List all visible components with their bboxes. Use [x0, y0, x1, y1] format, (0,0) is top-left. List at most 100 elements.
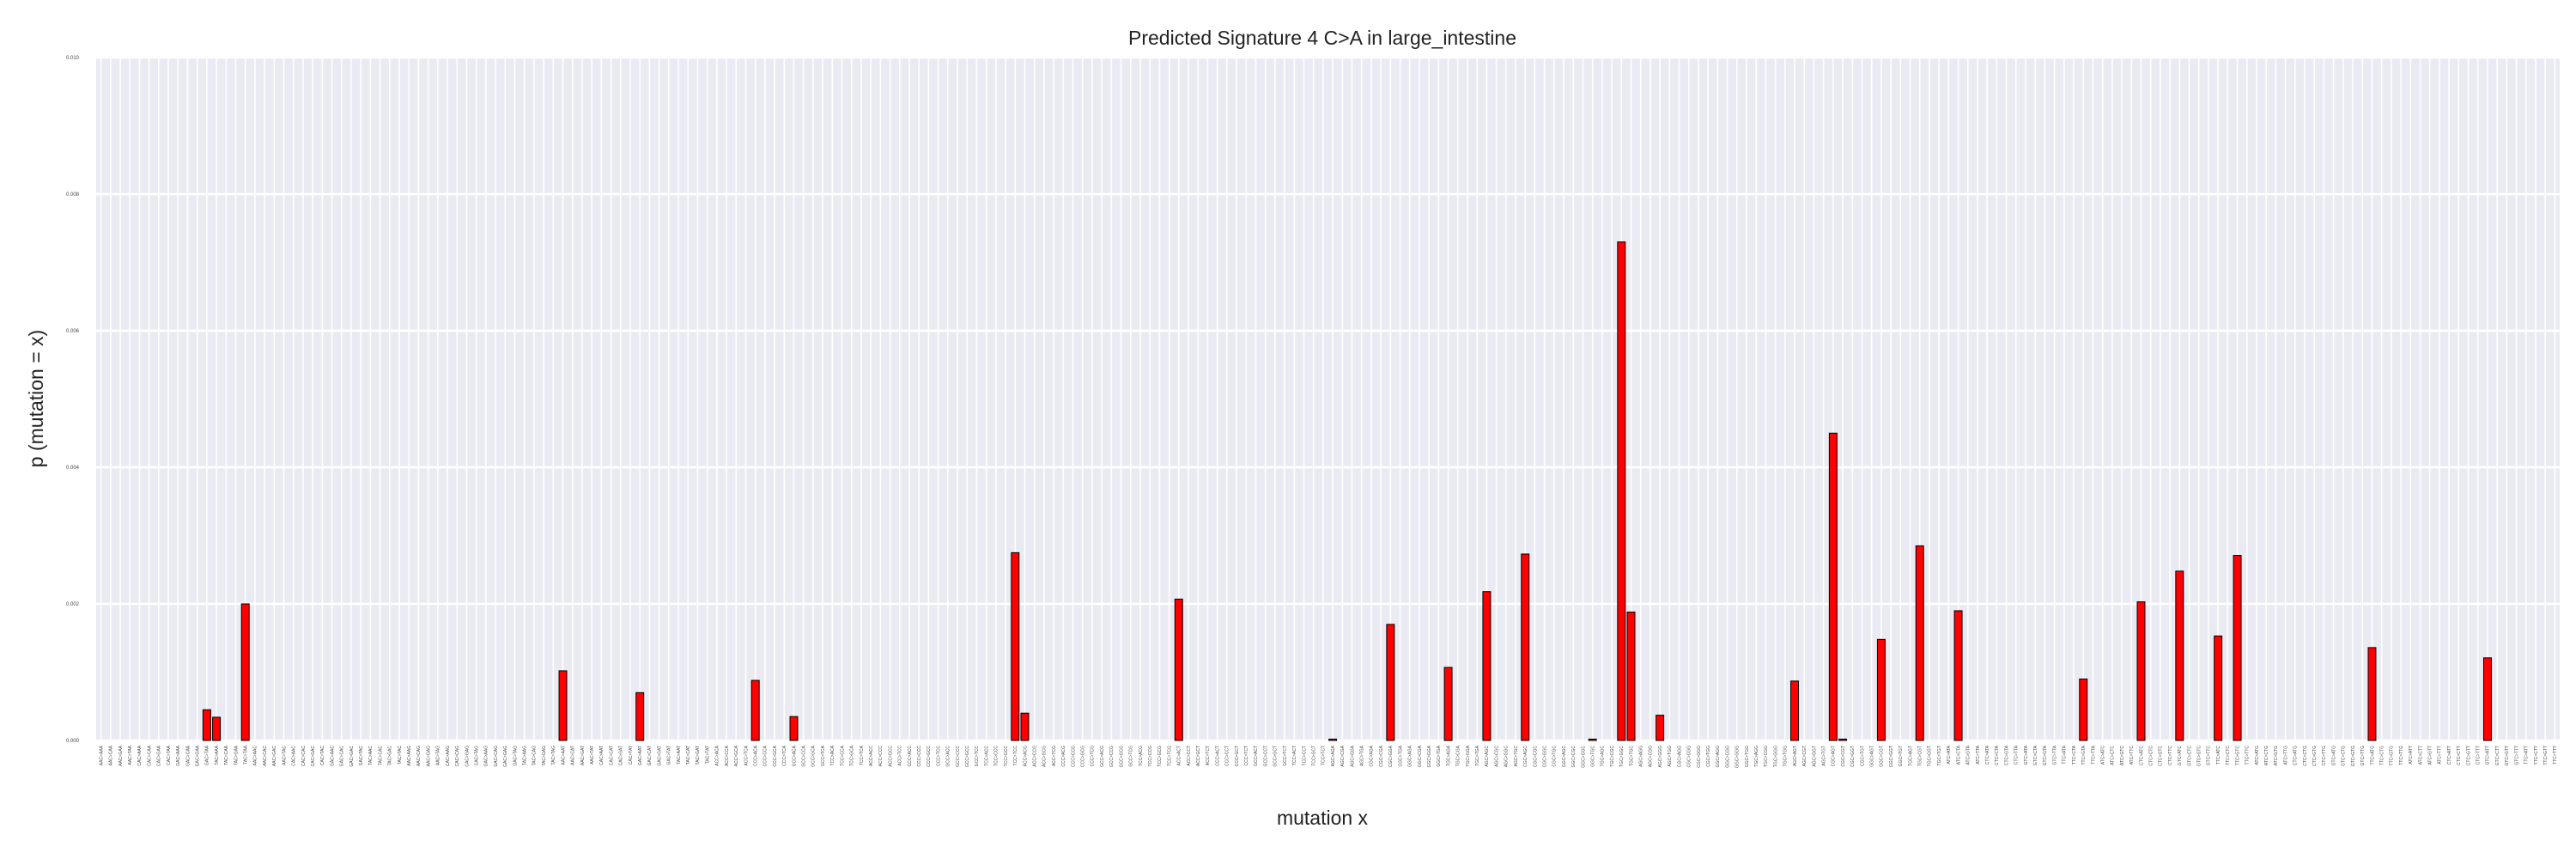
- x-tick-label: CCC>CCG: [1071, 746, 1076, 767]
- plot-background: [96, 58, 2560, 740]
- x-tick-label: CCC>ACT: [1215, 746, 1220, 766]
- x-tick-label: ATC>TTC: [2129, 746, 2135, 765]
- y-tick-label: 0.010: [66, 56, 80, 61]
- bar: [2079, 678, 2088, 741]
- x-tick-label: TCC>GCC: [1004, 746, 1009, 767]
- x-tick-label: CAC>GAA: [157, 745, 162, 766]
- bar: [212, 716, 222, 741]
- x-tick-label: CCC>CCA: [763, 745, 769, 766]
- x-tick-label: TTC>TTA: [2091, 745, 2096, 764]
- x-tick-label: ACC>CCA: [725, 745, 730, 766]
- x-tick-label: ATC>CTA: [1956, 745, 1961, 765]
- x-tick-label: TGC>TGC: [1629, 746, 1634, 766]
- bar: [1482, 591, 1492, 741]
- bar: [1876, 638, 1886, 741]
- x-tick-label: AAC>CAT: [571, 746, 576, 765]
- x-tick-label: TTC>CTT: [2534, 746, 2539, 765]
- x-tick-label: AAC>TAT: [590, 746, 595, 765]
- x-tick-labels: AAC>AAA AAC>CAA AAC>GAA AAC>TAA CAC>AAA CAC>C…: [99, 745, 2558, 768]
- bar: [2175, 570, 2184, 741]
- x-tick-label: GAC>CAC: [340, 746, 345, 767]
- x-tick-label: TAC>GAC: [388, 746, 393, 766]
- x-tick-label: CTC>TTC: [2168, 746, 2173, 765]
- x-tick-label: GCC>CCT: [1263, 746, 1268, 766]
- x-tick-label: CAC>TAC: [320, 746, 325, 765]
- bar: [1838, 738, 1848, 741]
- x-tick-label: GAC>GAT: [657, 746, 662, 766]
- x-tick-label: ATC>CTC: [2111, 746, 2116, 765]
- x-tick-label: CTC>GTT: [2466, 746, 2471, 765]
- x-tick-label: AAC>CAC: [263, 746, 268, 766]
- x-tick-label: GGC>AGG: [1716, 746, 1721, 768]
- x-tick-label: CTC>GTA: [2004, 745, 2009, 765]
- x-tick-label: GGC>CGG: [1725, 746, 1730, 768]
- x-tick-label: TGC>GGA: [1466, 745, 1471, 766]
- x-tick-label: AGC>TGG: [1668, 746, 1673, 767]
- x-tick-label: ACC>ACG: [1023, 746, 1028, 766]
- x-tick-label: AGC>TGA: [1360, 745, 1365, 766]
- x-tick-label: ATC>ATA: [1947, 745, 1952, 764]
- x-tick-label: TTC>CTA: [2072, 745, 2077, 765]
- x-tick-label: GTC>TTC: [2207, 746, 2212, 766]
- x-tick-label: TGC>CGT: [1918, 746, 1923, 766]
- x-tick-label: GCC>ACG: [1100, 746, 1105, 767]
- x-tick-label: AAC>CAA: [109, 745, 114, 765]
- x-tick-label: AAC>TAC: [282, 746, 287, 765]
- x-tick-label: TAC>CAA: [224, 745, 229, 765]
- x-tick-label: CCC>CCT: [1225, 746, 1230, 766]
- bar: [1174, 598, 1183, 741]
- x-tick-label: ACC>CCC: [878, 746, 884, 767]
- x-tick-label: TGC>TGA: [1475, 745, 1480, 765]
- x-tick-label: CAC>GAC: [311, 746, 316, 767]
- x-tick-label: CGC>GGA: [1388, 745, 1394, 767]
- x-tick-label: GTC>TTT: [2514, 746, 2519, 765]
- x-tick-label: AGC>AGT: [1793, 746, 1798, 766]
- bar: [1328, 738, 1338, 741]
- x-tick-label: TTC>GTT: [2543, 746, 2549, 765]
- x-tick-label: CTC>ATA: [1985, 745, 1990, 765]
- x-tick-label: AGC>GGG: [1658, 746, 1663, 768]
- x-tick-label: CGC>TGA: [1398, 745, 1403, 766]
- x-tick-label: GAC>AAA: [176, 745, 181, 765]
- x-tick-label: TTC>ATC: [2216, 746, 2221, 765]
- x-tick-label: ACC>CCG: [1032, 746, 1037, 767]
- x-tick-label: CGC>AGT: [1832, 746, 1837, 766]
- x-tick-label: GTC>ATT: [2486, 746, 2491, 765]
- x-tick-label: ATC>CTT: [2418, 746, 2423, 765]
- bar: [1443, 667, 1453, 741]
- bar: [1020, 712, 1030, 741]
- x-tick-label: AAC>GAC: [272, 746, 277, 766]
- x-tick-label: ATC>GTT: [2428, 746, 2433, 765]
- x-tick-label: TAC>CAC: [378, 746, 383, 765]
- bar: [789, 716, 799, 741]
- bar: [2367, 647, 2377, 741]
- bar: [1656, 715, 1665, 741]
- x-tick-label: CAC>TAG: [474, 746, 479, 765]
- x-tick-label: TTC>GTA: [2081, 745, 2087, 765]
- x-tick-label: TGC>CGA: [1456, 745, 1461, 766]
- x-tick-label: TCC>TCC: [1013, 746, 1018, 766]
- x-tick-label: CGC>AGA: [1370, 745, 1375, 766]
- x-tick-label: ATC>ATG: [2255, 746, 2260, 765]
- x-tick-label: ACC>ACA: [715, 745, 720, 765]
- bar: [1588, 738, 1597, 741]
- x-tick-label: ATC>TTT: [2438, 746, 2443, 765]
- x-tick-label: TTC>CTG: [2379, 746, 2385, 765]
- x-tick-label: CTC>TTA: [2014, 745, 2020, 765]
- x-tick-label: GCC>GCA: [811, 745, 817, 767]
- y-tick-label: 0.008: [66, 192, 80, 198]
- x-tick-label: TTC>TTG: [2399, 746, 2404, 765]
- y-tick-labels: 0.000 0.002 0.004 0.006 0.008 0.010: [66, 56, 80, 744]
- x-tick-label: TGC>AGC: [1601, 746, 1606, 767]
- x-tick-label: AGC>TGC: [1514, 746, 1519, 767]
- x-tick-label: AAC>AAA: [99, 745, 104, 765]
- x-tick-label: TCC>TCA: [860, 745, 865, 765]
- x-tick-label: CTC>TTG: [2322, 746, 2327, 765]
- x-tick-label: ATC>ATC: [2100, 746, 2105, 765]
- bar: [2233, 555, 2242, 741]
- x-tick-label: TTC>ATA: [2063, 745, 2068, 764]
- x-tick-label: GCC>GCT: [1273, 746, 1279, 767]
- x-tick-label: CAC>TAA: [167, 745, 172, 765]
- x-tick-label: CAC>GAG: [465, 746, 470, 767]
- x-tick-label: CAC>CAT: [609, 746, 614, 765]
